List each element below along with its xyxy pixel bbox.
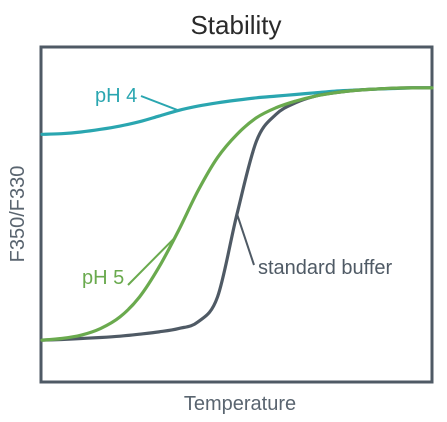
y-axis-label: F350/F330 xyxy=(7,166,29,263)
plot-frame xyxy=(39,45,434,384)
series-layer xyxy=(40,86,434,342)
chart-title: Stability xyxy=(190,10,281,40)
annotation-leader-ph-5 xyxy=(127,237,176,286)
annotation-label-ph-5: pH 5 xyxy=(82,267,124,289)
annotation-leader-standard-buffer xyxy=(236,213,255,266)
annotation-label-ph-4: pH 4 xyxy=(95,85,137,107)
x-axis-label: Temperature xyxy=(184,393,296,415)
annotation-leader-ph-4 xyxy=(140,95,179,112)
series-line-standard-buffer xyxy=(40,86,434,342)
annotation-label-standard-buffer: standard buffer xyxy=(258,257,393,279)
series-line-ph-5 xyxy=(40,86,434,342)
annotation-layer: pH 4 pH 5 standard buffer xyxy=(82,85,393,289)
